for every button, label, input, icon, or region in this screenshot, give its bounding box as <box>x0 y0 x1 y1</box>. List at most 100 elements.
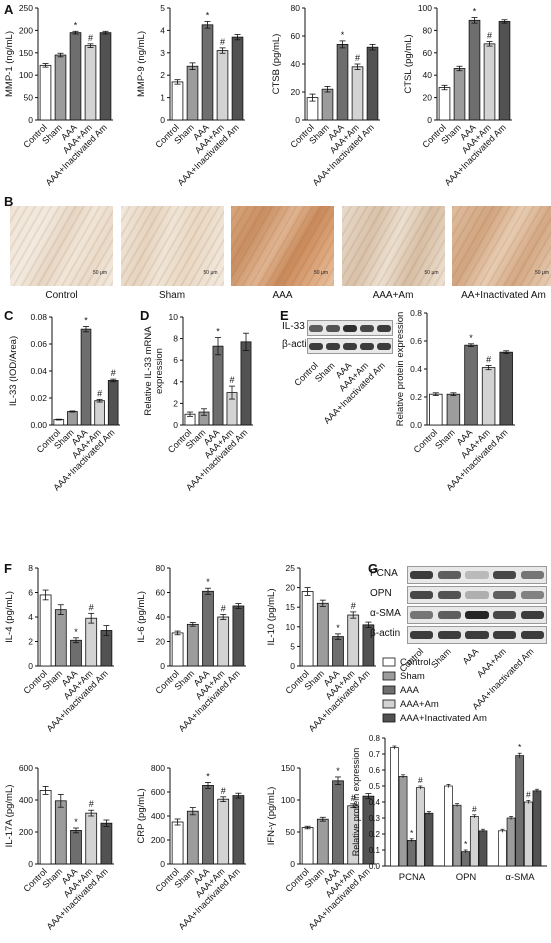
sig-mark-D: * <box>216 327 220 337</box>
blot-band <box>342 342 358 350</box>
blot-lane-label-E: Sham <box>313 360 337 384</box>
bar-C <box>67 411 78 426</box>
bar-E <box>446 393 461 426</box>
bar-G <box>390 747 399 867</box>
blot-band <box>309 324 324 332</box>
sig-mark-F1: * <box>74 627 78 637</box>
sig-mark-F5: * <box>206 771 210 781</box>
panel-letter-B: B <box>4 194 13 209</box>
y-tick-label-F3: 10 <box>286 622 296 632</box>
bar-F1 <box>100 630 113 667</box>
bar-F5 <box>186 810 199 865</box>
sig-mark-A2: * <box>206 10 210 20</box>
y-axis-label-F6: IFN-γ (pg/mL) <box>266 787 277 846</box>
blot-band-label: β-actin <box>282 339 313 350</box>
chart-E: 0.0 0.2 0.4 0.6 0.8 Relative protein expressi… <box>395 308 515 493</box>
legend-label-G: Control <box>400 657 431 668</box>
y-tick-label-A3: 80 <box>291 3 301 13</box>
bar-E <box>499 351 513 426</box>
y-tick-label-A3: 60 <box>291 31 301 41</box>
blot-strip <box>307 320 393 336</box>
bar-F6 <box>332 780 344 865</box>
bar-D <box>240 341 252 426</box>
y-tick-label-A3: 40 <box>291 59 301 69</box>
bar-F4 <box>85 812 98 865</box>
blot-band <box>326 342 341 350</box>
bar-A4 <box>438 87 451 121</box>
y-tick-label-A4: 0 <box>427 115 432 125</box>
chart-G: 0.0 0.1 0.2 0.3 0.4 0.5 0.6 0.7 0.8 Relative prot… <box>351 734 547 883</box>
sig-mark-C: # <box>97 388 102 398</box>
y-tick-label-F2: 20 <box>156 637 166 647</box>
y-tick-label-F2: 60 <box>156 588 166 598</box>
y-tick-label-A2: 4 <box>160 25 165 35</box>
y-tick-label-C: 0.02 <box>30 393 47 403</box>
bar-F3 <box>347 614 360 667</box>
bar-F5 <box>217 798 230 865</box>
bar-E <box>464 344 478 426</box>
y-tick-label-A2: 1 <box>160 93 165 103</box>
y-tick-label-F3: 15 <box>286 602 296 612</box>
sig-mark-G: * <box>464 839 468 849</box>
y-tick-label-A1: 0 <box>28 115 33 125</box>
panel-letter-A: A <box>4 2 14 17</box>
y-tick-label-F5: 800 <box>151 763 165 773</box>
y-tick-label-A1: 150 <box>19 48 33 58</box>
tissue-texture <box>10 206 113 286</box>
y-tick-label-G: 0.1 <box>369 846 381 855</box>
sig-mark-A4: * <box>473 7 477 17</box>
y-tick-label-A2: 0 <box>160 115 165 125</box>
blot-strip <box>407 586 547 604</box>
blot-band <box>437 611 461 619</box>
bar-A2 <box>201 24 214 121</box>
y-tick-label-D: 8 <box>173 334 178 344</box>
blot-band <box>493 591 517 599</box>
x-tick-label-E: Sham <box>433 427 457 451</box>
legend-swatch-G <box>382 671 396 681</box>
y-tick-label-E: 0.8 <box>410 308 422 318</box>
y-axis-label-F2: IL-6 (pg/mL) <box>136 591 147 643</box>
bar-F1 <box>54 609 67 667</box>
y-tick-label-F1: 4 <box>28 612 33 622</box>
bar-F2 <box>232 605 245 667</box>
y-tick-label-F3: 25 <box>286 563 296 573</box>
blot-band-label: β-actin <box>370 628 401 639</box>
sig-mark-G: * <box>518 742 522 752</box>
bar-F4 <box>39 790 52 865</box>
bar-C <box>80 328 92 426</box>
bar-A1 <box>99 32 112 121</box>
sig-mark-F2: * <box>206 577 210 587</box>
legend-swatch-G <box>382 685 396 695</box>
y-tick-label-D: 6 <box>173 355 178 365</box>
y-tick-label-A1: 100 <box>19 70 33 80</box>
sig-mark-F3: * <box>336 623 340 633</box>
y-tick-label-F4: 0 <box>28 859 33 869</box>
sig-mark-F3: # <box>351 601 356 611</box>
sig-mark-F4: # <box>89 799 94 809</box>
bar-A1 <box>84 45 97 121</box>
blot-band <box>326 324 341 332</box>
blot-band <box>465 571 489 579</box>
y-axis-label-C: IL-33 (IOD/Area) <box>8 336 19 406</box>
blot-band <box>309 342 324 350</box>
blot-band <box>437 631 461 639</box>
sig-mark-G: * <box>410 828 414 838</box>
y-tick-label-A4: 60 <box>423 48 433 58</box>
sig-mark-A3: # <box>355 53 360 63</box>
blot-band-label: OPN <box>370 588 392 599</box>
bar-A2 <box>186 65 199 121</box>
y-tick-label-A2: 2 <box>160 70 165 80</box>
bar-F2 <box>171 632 184 667</box>
y-tick-label-F4: 400 <box>19 795 33 805</box>
bar-G <box>523 801 533 867</box>
bar-F5 <box>232 795 245 865</box>
panel-letter-G: G <box>368 561 378 576</box>
blot-band-label: α-SMA <box>370 608 401 619</box>
tissue-texture <box>452 206 551 286</box>
y-axis-label-F4: IL-17A (pg/mL) <box>4 785 15 848</box>
sig-mark-F4: * <box>74 817 78 827</box>
bar-G <box>424 812 434 867</box>
y-tick-label-A1: 50 <box>24 93 34 103</box>
